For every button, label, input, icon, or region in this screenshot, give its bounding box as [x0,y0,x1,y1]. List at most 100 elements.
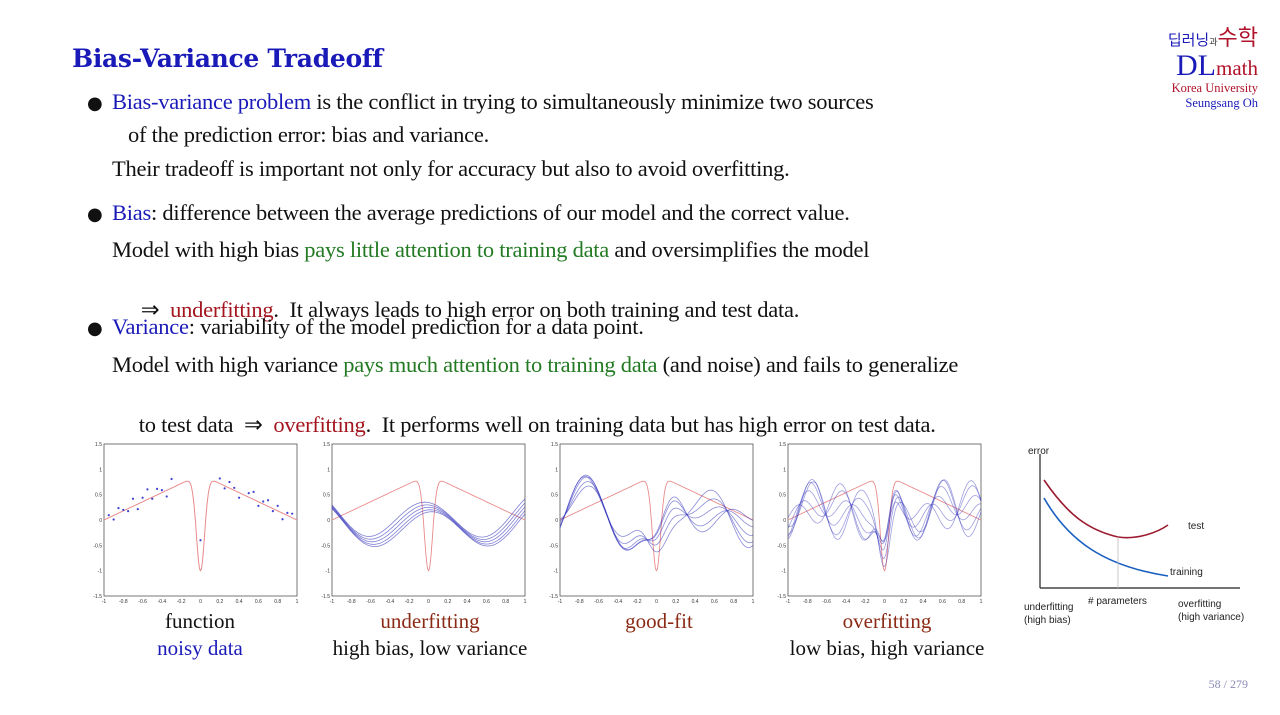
x-tick-label: -0.6 [822,599,831,605]
x-tick-label: -0.2 [861,599,870,605]
bullet-dot: ● [87,204,103,225]
noisy-data-point [271,510,274,513]
page-current: 58 [1208,677,1221,691]
bullet2-line3-red: underfitting [170,297,274,322]
x-tick-label: -1 [786,599,791,605]
y-tick-label: -1 [98,569,103,575]
noisy-data-point [286,511,289,515]
bullet2-line3: ⇒ underfitting. It always leads to high … [130,271,800,323]
x-tick-label: 0.6 [483,599,490,605]
page-separator: / [1220,677,1230,691]
noisy-data-point [127,510,130,513]
test-label: test [1188,521,1204,532]
noisy-data-point [165,495,168,498]
bullet-dot: ● [87,93,103,114]
logo-author: Seungsang Oh [1185,96,1258,110]
tradeoff-x-label: # parameters [1088,596,1147,607]
y-tick-label: 0.5 [779,493,786,499]
y-tick-label: -1.5 [93,594,102,600]
bullet1-line1: Bias-variance problem is the conflict in… [112,89,874,115]
bullet2-term: Bias [112,200,152,225]
y-tick-label: 0.5 [551,493,558,499]
plot-good-fit-svg: 1.510.50-0.5-1-1.5-1 -0.8 -0.6 -0.4 -0.2 0 0.2… [549,442,754,605]
logo-korean-c: 수학 [1217,26,1258,51]
noisy-data-point [117,506,120,510]
y-tick-label: 1.5 [95,442,102,448]
noisy-data-point [252,490,255,493]
model-fit-curve [787,489,982,545]
bullet1-line1-rest: is the conflict in trying to simultaneou… [311,89,874,114]
y-tick-label: -1.5 [321,594,330,600]
bullet3-line3: to test data ⇒ overfitting. It performs … [128,386,936,438]
noisy-data-point [262,500,265,503]
y-tick-label: -1 [326,569,331,575]
bullet3-line2-a: Model with high variance [112,352,344,377]
model-fit-curve [559,476,754,553]
bullet3-line3-a: to test data ⇒ [138,412,274,437]
model-fit-curve [331,498,526,538]
noisy-data-point [122,508,125,511]
caption-overfitting: overfitting [842,609,932,633]
logo-university: Korea University [1171,81,1258,95]
x-tick-label: 0.8 [958,599,965,605]
plot-overfitting-svg: 1.510.50-0.5-1-1.5-1 -0.8 -0.6 -0.4 -0.2 0 0.2… [777,442,983,605]
x-tick-label: 0.8 [730,599,737,605]
noisy-data-point [131,497,135,500]
plot-overfitting: 1.5 1 0.5 0 -0.5 -1 -1.5 -1 -0.8 -0.6 -0.4 -0.2 0 0.2… [776,440,991,605]
x-tick-label: -0.6 [366,599,375,605]
noisy-data-point [218,477,221,480]
training-error-curve [1043,497,1169,577]
x-tick-label: -0.6 [594,599,603,605]
y-tick-label: 1.5 [779,442,786,448]
plot-frame [103,443,298,597]
tradeoff-y-label: error [1028,446,1050,457]
bullet2-line2-a: Model with high bias [112,237,305,262]
y-tick-label: 1 [327,467,330,473]
y-tick-label: -1.5 [549,594,558,600]
noisy-data-point [223,487,226,490]
x-tick-label: -0.2 [633,599,642,605]
noisy-data-point [112,518,115,521]
bullet2-line1-rest: : difference between the average predict… [151,200,850,225]
y-tick-label: 0.5 [95,493,102,499]
true-function-curve [331,480,526,572]
bullet3-line1-rest: : variability of the model prediction fo… [188,314,644,339]
y-tick-label: 1 [99,467,102,473]
bullet2-line2-b: and oversimplifies the model [609,237,870,262]
x-tick-label: 0.4 [692,599,699,605]
x-tick-label: 1 [524,599,527,605]
bullet-dot: ● [87,318,103,339]
y-tick-label: 0.5 [323,493,330,499]
noisy-data-point [146,488,149,491]
plot-frame [331,443,526,597]
bullet3-line3-b: . It performs well on training data but … [365,412,936,437]
model-fit-curve [559,485,754,551]
x-tick-label: -0.8 [347,599,356,605]
x-tick-label: 1 [980,599,983,605]
noisy-data-point [257,504,260,507]
page-total: 279 [1230,677,1248,691]
logo: 딥러닝과수학 DLmath Korea University Seungsang… [1158,20,1258,111]
model-fit-curve [559,474,754,546]
x-tick-label: -0.4 [158,599,167,605]
logo-korean-a: 딥러닝 [1167,31,1210,49]
page-number: 58 / 279 [1209,677,1248,692]
model-fit-curve [331,507,526,545]
y-tick-label: -0.5 [777,543,786,549]
noisy-data-point [247,492,250,495]
x-tick-label: -1 [102,599,107,605]
noisy-data-point [160,489,163,492]
model-fit-curve [331,502,526,540]
noisy-data-point [141,496,144,499]
x-tick-label: 0.2 [444,599,451,605]
bullet3-line2-green: pays much attention to training data [343,352,658,377]
x-tick-label: 0.8 [502,599,509,605]
caption-low-bias: low bias, high variance [789,636,985,660]
plot-function: 1.5 1 0.5 0 -0.5 -1 -1.5 -1 -0.8 -0.6 -0.4 -0.2 0 0.2… [92,440,307,605]
logo-dl: DL [1176,49,1216,82]
model-fit-curve [559,481,754,551]
x-tick-label: -0.8 [803,599,812,605]
x-tick-label: -0.4 [614,599,623,605]
x-tick-label: 0.4 [236,599,243,605]
y-tick-label: -1 [782,569,787,575]
